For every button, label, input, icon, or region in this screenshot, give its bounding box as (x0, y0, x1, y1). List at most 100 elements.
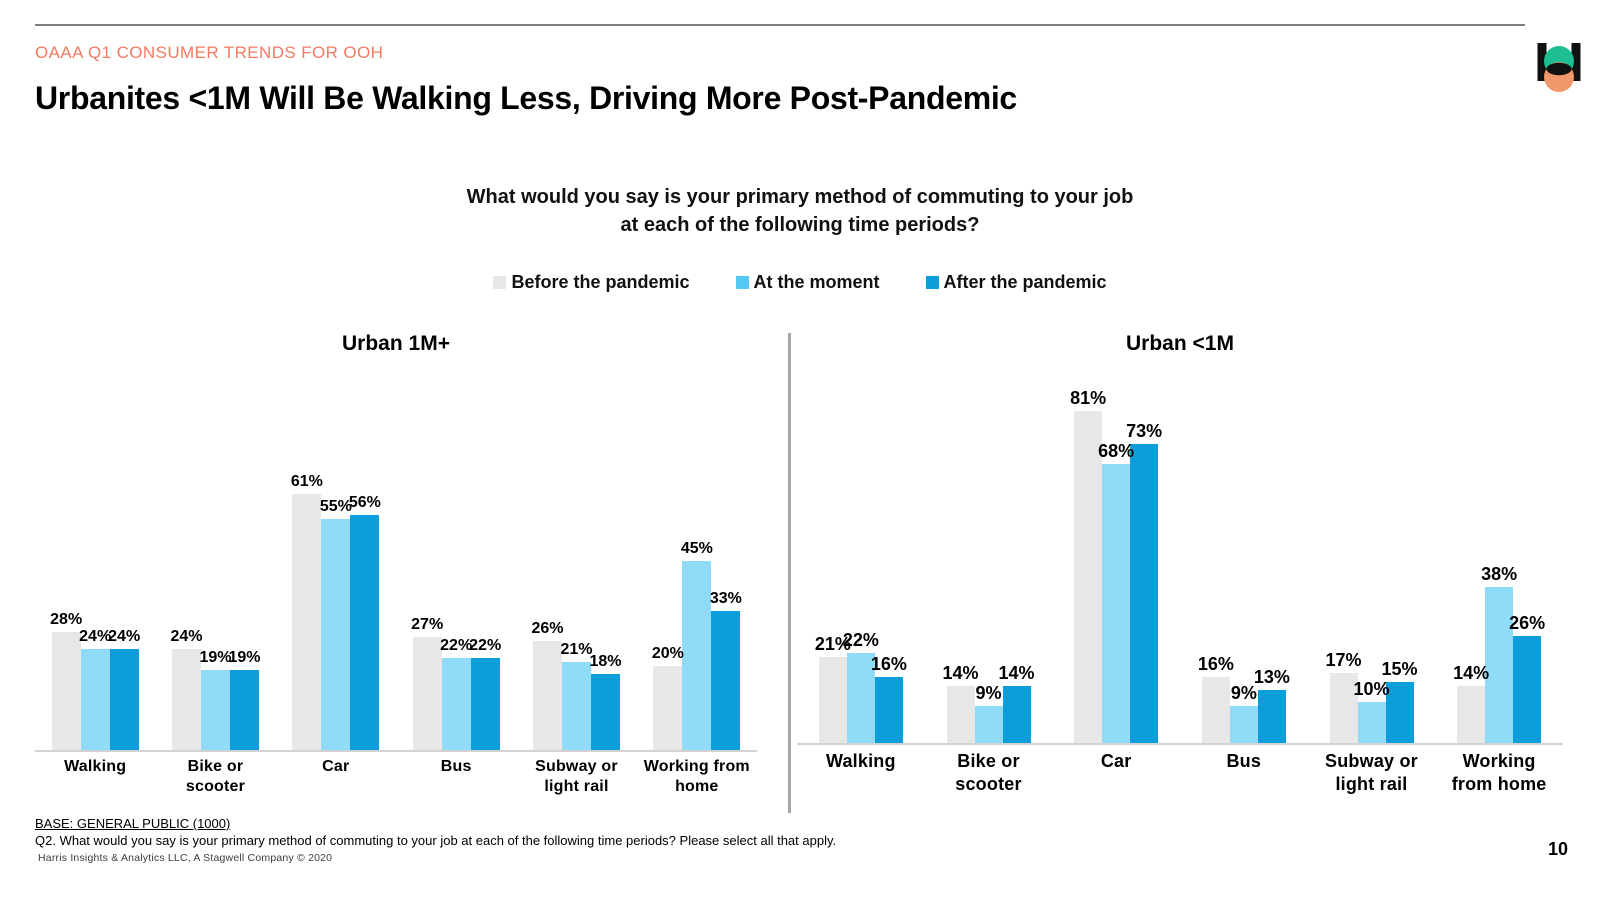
chart-urban-1m-plus: Urban 1M+ 28% 24% 24% 24% 19% 19% 61% 55% 56% 27%… (35, 332, 757, 812)
bar-value-label: 19% (199, 649, 232, 667)
category-label: Working from home (1451, 751, 1547, 794)
bar (974, 706, 1003, 743)
bar-value-label: 24% (170, 628, 203, 646)
legend: Before the pandemic At the moment After th… (0, 272, 1600, 293)
chart-question-line1: What would you say is your primary metho… (466, 186, 1134, 208)
category-label: Bus (1226, 751, 1262, 771)
x-axis-line (35, 750, 757, 752)
copyright-note: Harris Insights & Analytics LLC, A Stagw… (38, 852, 333, 864)
plot-area: 28% 24% 24% 24% 19% 19% 61% 55% 56% 27% 22% 22% 26% 2… (35, 360, 757, 750)
bar (533, 641, 562, 750)
bar (562, 662, 591, 750)
legend-item: After the pandemic (925, 272, 1107, 293)
bar-value-label: 27% (411, 616, 444, 634)
bar (818, 657, 847, 743)
category-label: Subway or light rail (535, 758, 618, 795)
bar-value-label: 26% (1509, 613, 1546, 634)
bar-value-label: 68% (1098, 441, 1135, 462)
bar-value-label: 17% (1325, 650, 1362, 671)
bar (80, 649, 110, 750)
legend-label: At the moment (753, 272, 880, 292)
bar-value-label: 22% (469, 637, 502, 655)
top-rule (35, 24, 1525, 26)
bar-value-label: 73% (1126, 421, 1163, 442)
bar (1102, 464, 1131, 743)
harris-poll-logo-icon (1537, 43, 1581, 92)
bar (1485, 587, 1514, 743)
page-title: Urbanites <1M Will Be Walking Less, Driv… (35, 80, 1017, 116)
bar (1201, 677, 1230, 743)
legend-item: Before the pandemic (493, 272, 690, 293)
chart-question-line2: at each of the following time periods? (620, 214, 980, 236)
chart-divider (788, 333, 791, 813)
bar (350, 515, 380, 750)
legend-swatch-icon (493, 276, 507, 289)
bar (846, 653, 875, 743)
bar (591, 674, 620, 750)
page-number: 10 (1547, 839, 1568, 859)
bar-value-label: 55% (319, 498, 352, 516)
bar-value-label: 14% (1453, 663, 1490, 684)
category-label: Car (322, 758, 350, 775)
bar (1385, 682, 1414, 743)
bar-value-label: 22% (440, 637, 473, 655)
bar (1329, 673, 1358, 743)
bar-value-label: 19% (228, 649, 261, 667)
bar-value-label: 61% (290, 473, 323, 491)
bar (1513, 636, 1542, 743)
category-label: Working from home (643, 758, 750, 795)
legend-swatch-icon (735, 276, 749, 289)
bar (874, 677, 903, 743)
bar (946, 686, 975, 743)
category-label: Bike or scooter (955, 751, 1022, 794)
category-label: Walking (64, 758, 127, 775)
bar (1357, 702, 1386, 743)
bar-value-label: 13% (1253, 667, 1290, 688)
base-note: BASE: GENERAL PUBLIC (1000) (35, 816, 231, 831)
bar-value-label: 15% (1381, 659, 1418, 680)
bar (1130, 444, 1159, 743)
category-axis: Walking Bike or scooter Car Bus Subway or ligh… (797, 750, 1563, 796)
eyebrow-text: OAAA Q1 CONSUMER TRENDS FOR OOH (35, 43, 384, 62)
bar-value-label: 14% (998, 663, 1035, 684)
bar-value-label: 24% (79, 628, 112, 646)
bar (682, 561, 712, 750)
bar (109, 649, 139, 750)
bar (1257, 690, 1286, 743)
chart-title: Urban 1M+ (342, 332, 450, 355)
category-label: Bike or scooter (185, 758, 246, 795)
bar-value-label: 9% (975, 683, 1002, 704)
bar (292, 494, 322, 750)
bar-value-label: 14% (942, 663, 979, 684)
question-note: Q2. What would you say is your primary m… (35, 833, 837, 848)
bar (441, 658, 471, 750)
bar (230, 670, 259, 750)
bar-value-label: 33% (709, 590, 742, 608)
bar-value-label: 20% (651, 645, 684, 663)
bar (1002, 686, 1031, 743)
bar (653, 666, 683, 750)
chart-urban-under-1m: Urban <1M 21% 22% 16% 14% 9% 14% 81% 68% 73% 16% 9… (797, 332, 1563, 812)
plot-area: 21% 22% 16% 14% 9% 14% 81% 68% 73% 16% 9% 13% 17% 10%… (797, 360, 1563, 743)
bar-value-label: 21% (814, 634, 851, 655)
bar-value-label: 38% (1481, 564, 1518, 585)
bar-value-label: 56% (348, 494, 381, 512)
category-axis: Walking Bike or scooter Car Bus Subway or ligh… (35, 757, 757, 797)
bar (201, 670, 230, 750)
bar-value-label: 22% (842, 630, 879, 651)
bar (711, 611, 741, 750)
bar (51, 632, 81, 750)
bar-value-label: 21% (560, 641, 593, 659)
bar-value-label: 81% (1070, 388, 1107, 409)
bar (1074, 411, 1103, 743)
bar-value-label: 16% (1197, 654, 1234, 675)
bar-value-label: 28% (50, 611, 83, 629)
bar (412, 637, 442, 750)
bar (321, 519, 351, 750)
category-label: Car (1100, 751, 1132, 771)
bar (1457, 686, 1486, 743)
legend-label: Before the pandemic (511, 272, 690, 292)
bar-value-label: 9% (1230, 683, 1257, 704)
category-label: Walking (825, 751, 896, 771)
